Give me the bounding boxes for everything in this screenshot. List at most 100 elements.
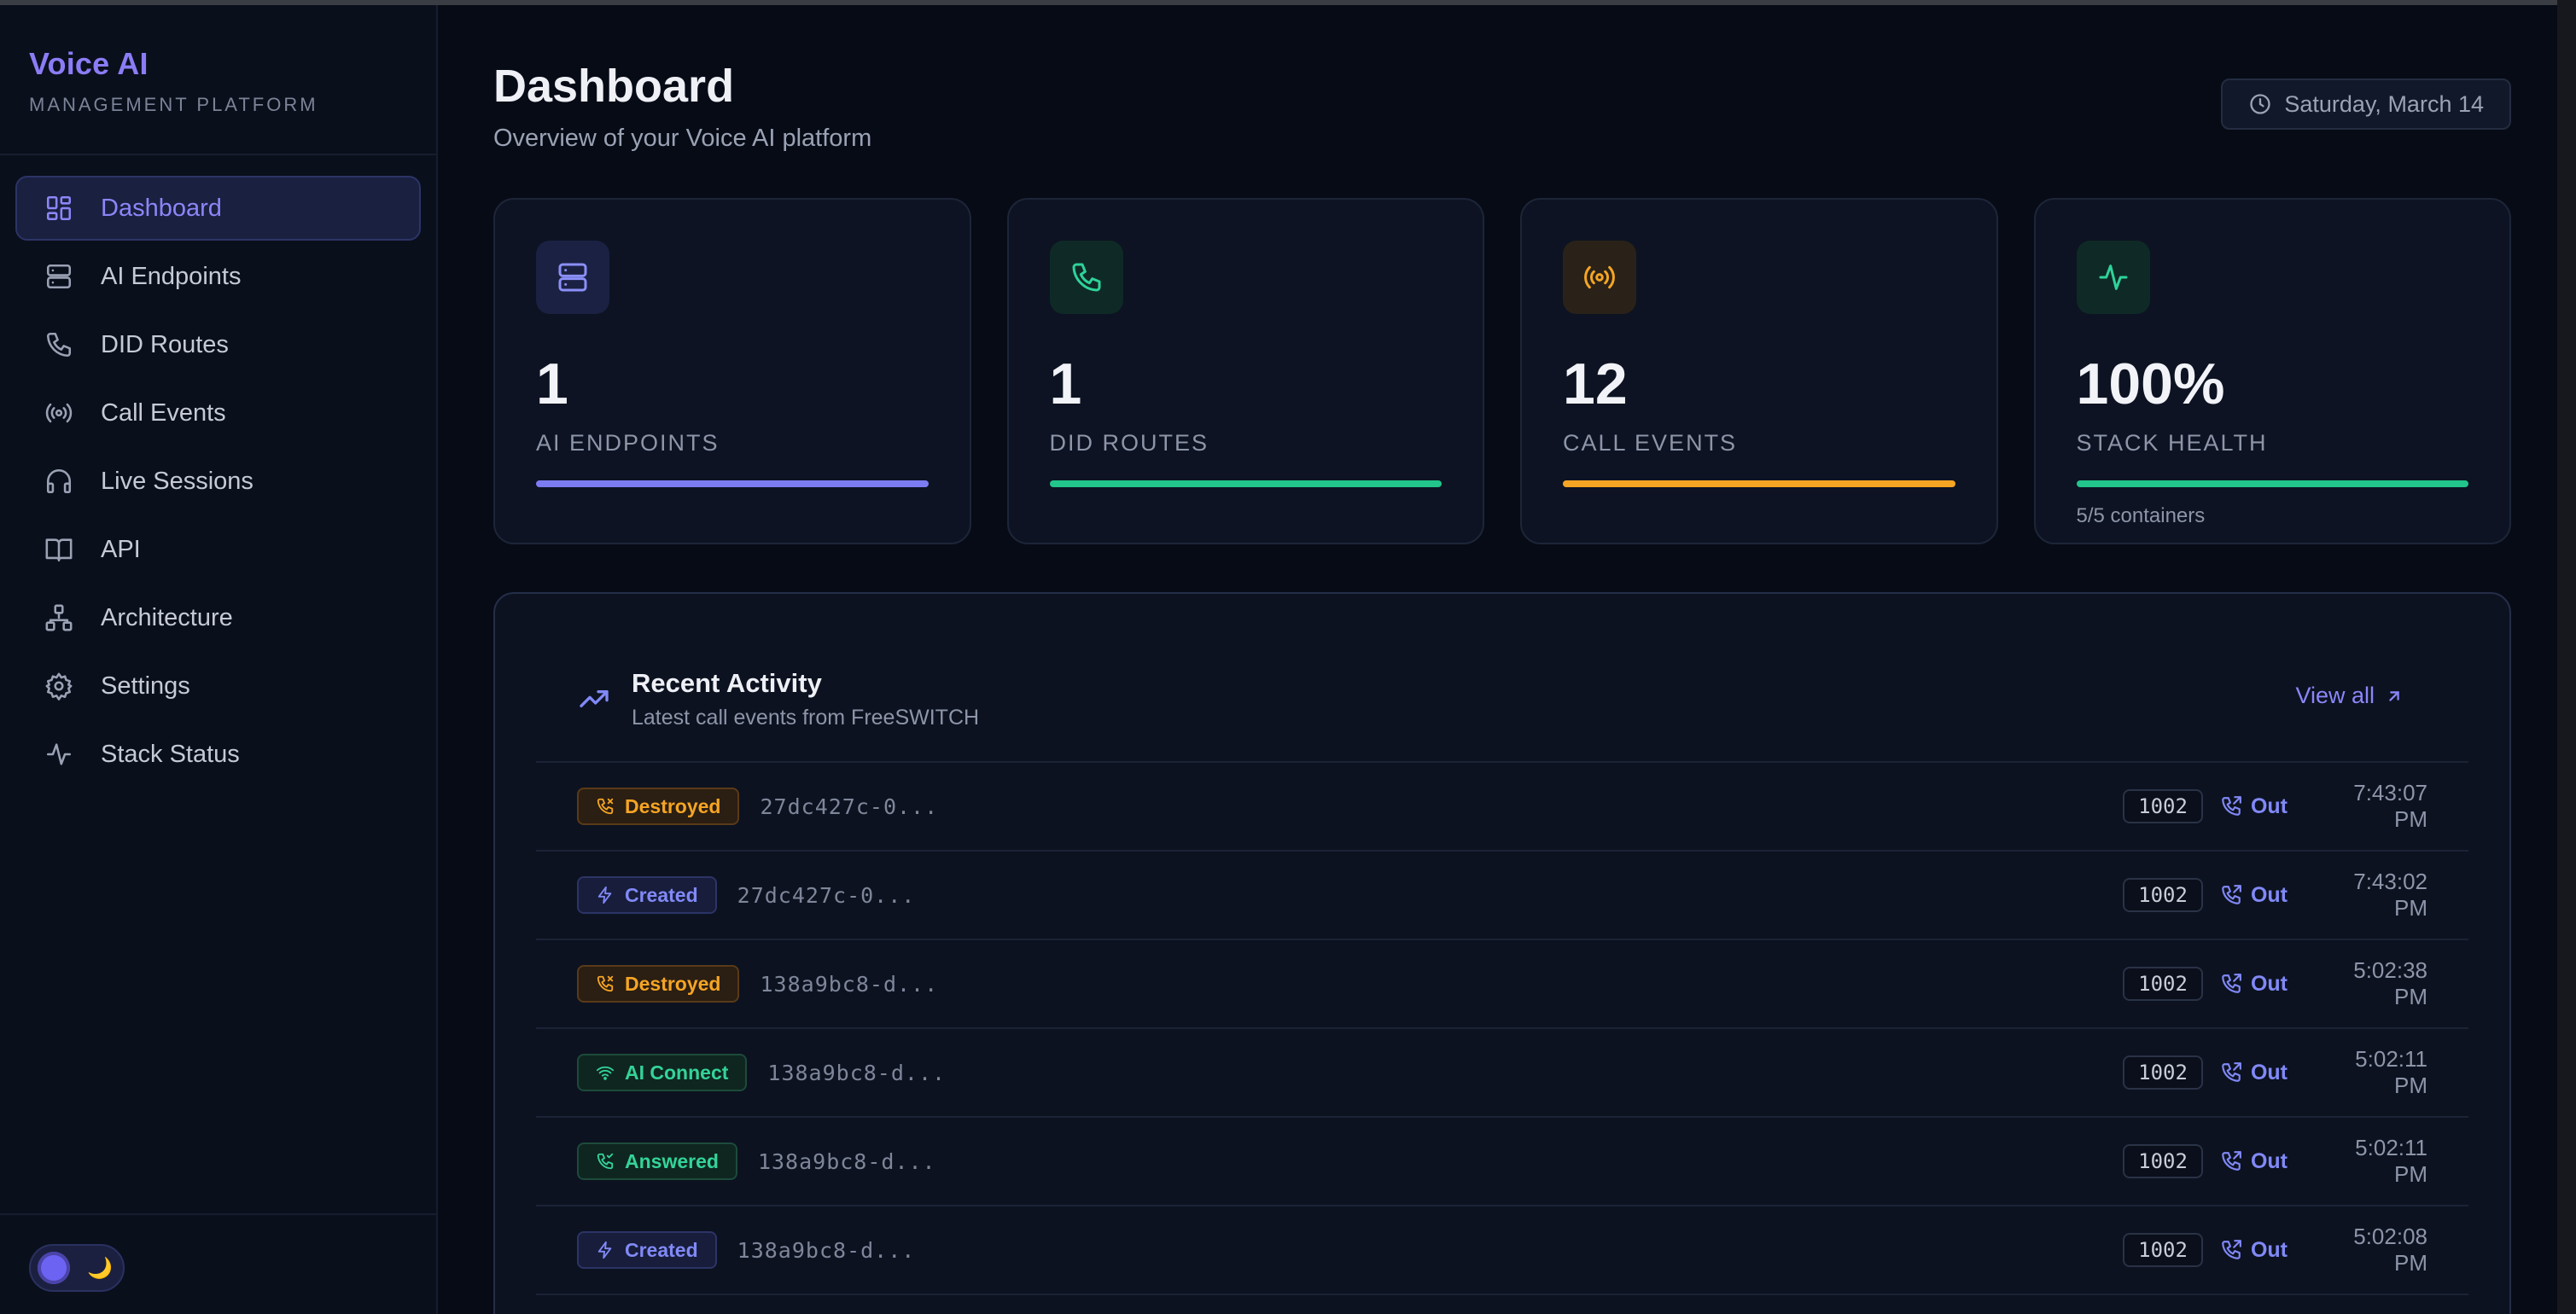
activity-header: Recent Activity Latest call events from … (536, 594, 2468, 763)
sidebar-item-label: API (101, 535, 141, 563)
row-meta: 1002 Out 7:43:07 PM (2123, 780, 2427, 833)
sidebar-item-did-routes[interactable]: DID Routes (15, 312, 421, 377)
clock-icon (2250, 94, 2271, 114)
table-row[interactable]: Destroyed 27dc427c-0... 1002 Out 7:43:07 PM (536, 763, 2468, 852)
book-icon (44, 535, 73, 564)
table-row[interactable]: AI Connect 138a9bc8-d... 1002 Out 5:02:11 PM (536, 1029, 2468, 1118)
sidebar-footer: 🌙 (0, 1213, 436, 1314)
table-row[interactable]: Created 27dc427c-0... 1002 Out 7:43:02 PM (536, 852, 2468, 940)
direction-label: Out (2250, 1060, 2288, 1084)
view-all-link[interactable]: View all (2295, 683, 2404, 709)
direction: Out (2220, 883, 2288, 908)
row-meta: 1002 Out 5:02:08 PM (2123, 1224, 2427, 1276)
date-display: Saturday, March 14 (2221, 78, 2511, 130)
page-subtitle: Overview of your Voice AI platform (493, 125, 872, 152)
direction-label: Out (2250, 971, 2288, 996)
extension-badge: 1002 (2123, 1144, 2203, 1178)
sidebar: Voice AI MANAGEMENT PLATFORM Dashboard AI… (0, 5, 438, 1314)
activity-subtitle: Latest call events from FreeSWITCH (632, 705, 980, 730)
table-row[interactable]: Answered 138a9bc8-d... 1002 Out 5:02:11 PM (536, 1118, 2468, 1206)
sidebar-item-label: Live Sessions (101, 467, 254, 495)
toggle-knob (38, 1252, 70, 1284)
extension-badge: 1002 (2123, 1233, 2203, 1267)
extension-badge: 1002 (2123, 967, 2203, 1001)
sidebar-item-settings[interactable]: Settings (15, 654, 421, 718)
event-label: Destroyed (625, 794, 721, 817)
stat-label: AI ENDPOINTS (536, 430, 720, 456)
direction: Out (2220, 1238, 2288, 1263)
phone-outgoing-icon (2222, 885, 2241, 904)
event-time: 5:02:11 PM (2355, 1046, 2427, 1098)
call-id: 138a9bc8-d... (737, 1237, 916, 1263)
radio-icon (1563, 241, 1636, 314)
event-badge: Created (577, 876, 717, 914)
recent-activity-panel: Recent Activity Latest call events from … (493, 592, 2511, 1314)
sidebar-item-live-sessions[interactable]: Live Sessions (15, 449, 421, 514)
theme-toggle[interactable]: 🌙 (29, 1244, 125, 1292)
direction: Out (2220, 1061, 2288, 1085)
page-title: Dashboard (493, 61, 735, 112)
brand-name[interactable]: Voice AI (29, 46, 149, 81)
scrollbar[interactable] (2557, 0, 2576, 1314)
stat-note: 5/5 containers (2076, 504, 2206, 527)
server-icon (46, 264, 72, 289)
book-icon (45, 538, 73, 562)
stat-value: 1 (1049, 352, 1082, 416)
stat-label: STACK HEALTH (2076, 430, 2268, 456)
gear-icon (45, 672, 73, 701)
sidebar-item-label: AI Endpoints (101, 262, 242, 290)
stat-value: 12 (1563, 352, 1628, 416)
event-time: 7:43:02 PM (2353, 869, 2427, 921)
sidebar-item-api[interactable]: API (15, 517, 421, 582)
event-time: 7:43:07 PM (2353, 780, 2427, 832)
direction-label: Out (2250, 1148, 2288, 1173)
radio-icon (45, 403, 73, 423)
zap-icon (597, 886, 612, 904)
stat-label: DID ROUTES (1049, 430, 1209, 456)
brand: Voice AI MANAGEMENT PLATFORM (0, 5, 436, 155)
event-label: AI Connect (625, 1061, 729, 1084)
sidebar-item-ai-endpoints[interactable]: AI Endpoints (15, 244, 421, 309)
arrow-up-right-icon (2389, 690, 2399, 701)
view-all-label: View all (2295, 683, 2375, 708)
extension-badge: 1002 (2123, 1055, 2203, 1090)
sidebar-item-label: Stack Status (101, 740, 240, 768)
table-row[interactable]: Destroyed 138a9bc8-d... 1002 Out 5:02:38 PM (536, 940, 2468, 1029)
sidebar-item-stack-status[interactable]: Stack Status (15, 722, 421, 787)
phone-icon (1072, 263, 1100, 292)
stat-bar (2076, 480, 2468, 487)
phone-off-icon (597, 798, 614, 815)
sidebar-item-architecture[interactable]: Architecture (15, 585, 421, 650)
activity-icon (2099, 265, 2127, 290)
dashboard-icon (44, 194, 73, 223)
event-label: Created (625, 1238, 698, 1261)
table-row[interactable]: Created 138a9bc8-d... 1002 Out 5:02:08 PM (536, 1206, 2468, 1295)
direction: Out (2220, 1149, 2288, 1174)
phone-icon (44, 330, 73, 359)
stats-cards: 1 AI ENDPOINTS 1 DID ROUTES 12 CALL EVENTS 100… (493, 198, 2511, 544)
event-badge: Created (577, 1231, 717, 1269)
stat-card-ai-endpoints: 1 AI ENDPOINTS (493, 198, 971, 544)
direction-label: Out (2250, 794, 2288, 818)
event-time: 5:02:08 PM (2353, 1224, 2427, 1276)
sidebar-item-label: Dashboard (101, 194, 222, 222)
event-badge: Destroyed (577, 965, 740, 1003)
row-meta: 1002 Out 7:43:02 PM (2123, 869, 2427, 922)
activity-title: Recent Activity (632, 667, 822, 698)
phone-outgoing-icon (2222, 1240, 2241, 1259)
sidebar-item-dashboard[interactable]: Dashboard (15, 176, 421, 241)
call-id: 27dc427c-0... (737, 882, 916, 908)
call-id: 138a9bc8-d... (757, 1148, 936, 1174)
event-time: 5:02:38 PM (2353, 957, 2427, 1009)
event-label: Created (625, 883, 698, 906)
stat-label: CALL EVENTS (1563, 430, 1738, 456)
direction: Out (2220, 972, 2288, 997)
call-id: 138a9bc8-d... (767, 1060, 947, 1085)
row-meta: 1002 Out 5:02:38 PM (2123, 957, 2427, 1010)
sidebar-nav: Dashboard AI Endpoints DID Routes Call Even… (0, 155, 436, 811)
call-id: 27dc427c-0... (760, 794, 939, 819)
date-text: Saturday, March 14 (2284, 90, 2484, 117)
sidebar-item-call-events[interactable]: Call Events (15, 381, 421, 445)
window-top-border (0, 0, 2576, 5)
trending-up-icon (580, 690, 609, 707)
